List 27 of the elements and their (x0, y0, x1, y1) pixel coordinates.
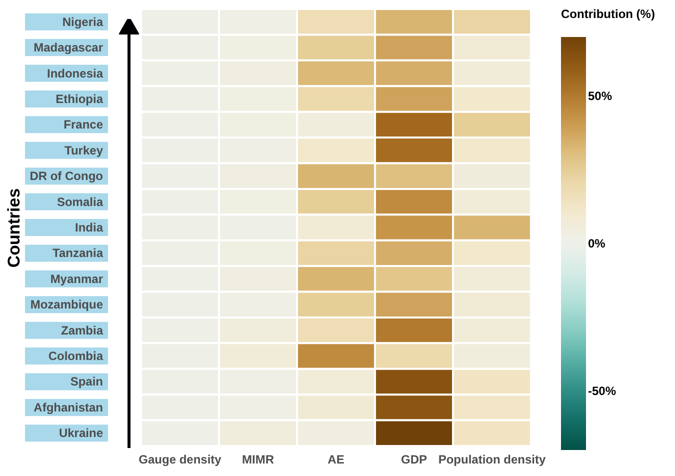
color-bar-label: 50% (588, 89, 612, 103)
y-tick-label: Colombia (48, 349, 104, 364)
y-tick-label: Turkey (64, 143, 104, 158)
color-bar-title: Contribution (%) (561, 7, 655, 21)
y-tick-label: DR of Congo (30, 169, 103, 184)
x-tick-label: GDP (400, 452, 428, 466)
y-tick-label: Afghanistan (34, 400, 103, 414)
y-tick-label: Madagascar (34, 40, 104, 55)
x-tick-label: MIMR (242, 452, 274, 466)
y-tick-label: Tanzania (52, 246, 104, 260)
y-tick-label: Indonesia (46, 66, 104, 80)
y-tick-label: Somalia (56, 194, 104, 209)
y-tick-label: Ethiopia (56, 92, 104, 106)
y-tick-label: Mozambique (30, 298, 104, 312)
y-tick-label: Myanmar (50, 272, 104, 286)
y-tick-label: Nigeria (62, 14, 104, 29)
x-tick-label: Gauge density (138, 452, 222, 466)
color-bar-label: 0% (588, 236, 606, 250)
y-tick-label: France (64, 118, 104, 132)
x-tick-label: Population density (438, 452, 546, 466)
color-bar-label: -50% (588, 384, 616, 398)
y-tick-label: Ukraine (58, 426, 104, 440)
x-tick-label: AE (328, 452, 344, 466)
y-axis-title: Countries (4, 188, 24, 268)
y-tick-label: India (74, 220, 104, 234)
y-tick-label: Spain (70, 374, 103, 389)
y-tick-label: Zambia (60, 323, 104, 338)
